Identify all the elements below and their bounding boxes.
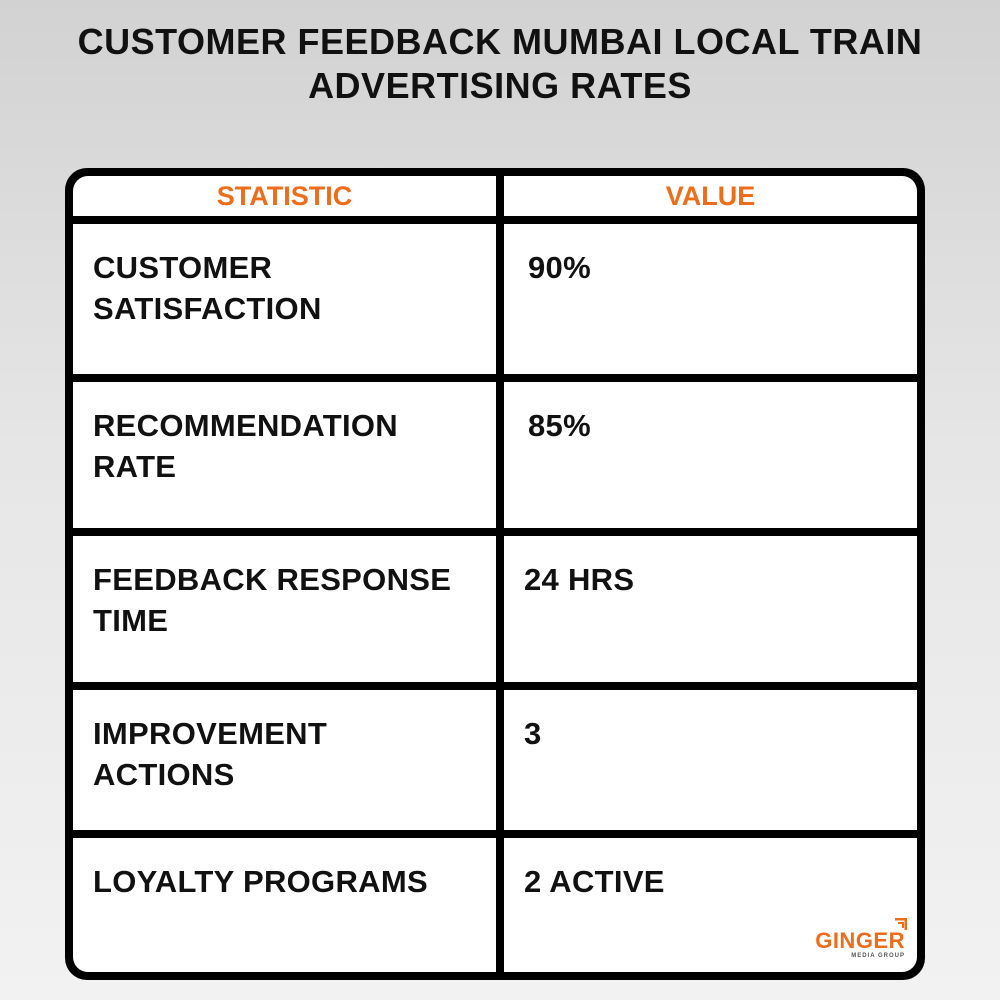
statistic-value: 3	[524, 716, 542, 751]
statistic-label: RATE	[93, 449, 177, 484]
statistic-label: TIME	[93, 603, 169, 638]
feedback-table: STATISTIC VALUE CUSTOMER SATISFACTION 90…	[65, 168, 925, 980]
column-header-statistic: STATISTIC	[73, 176, 496, 216]
logo-subtitle: MEDIA GROUP	[851, 953, 905, 959]
statistic-label: LOYALTY PROGRAMS	[93, 864, 428, 899]
statistic-label: CUSTOMER	[93, 250, 273, 285]
table-row-value: 3	[504, 690, 917, 830]
table-row-value: 85%	[504, 382, 917, 528]
table-row-statistic: IMPROVEMENT ACTIONS	[73, 690, 496, 830]
page-title: CUSTOMER FEEDBACK MUMBAI LOCAL TRAIN ADV…	[0, 20, 1000, 108]
statistic-label: SATISFACTION	[93, 291, 322, 326]
ginger-media-group-logo: GINGER MEDIA GROUP	[815, 918, 907, 960]
statistic-label: IMPROVEMENT	[93, 716, 328, 751]
table-row-statistic: RECOMMENDATION RATE	[73, 382, 496, 528]
table-row-statistic: FEEDBACK RESPONSE TIME	[73, 536, 496, 682]
logo-wordmark: GINGER	[815, 928, 905, 953]
column-header-value: VALUE	[504, 176, 917, 216]
statistic-value: 2 ACTIVE	[524, 864, 665, 899]
title-line-1: CUSTOMER FEEDBACK MUMBAI LOCAL TRAIN	[77, 21, 923, 62]
statistic-label: RECOMMENDATION	[93, 408, 398, 443]
table-row-value: 90%	[504, 224, 917, 374]
statistic-value: 24 HRS	[524, 562, 635, 597]
statistic-value: 85%	[528, 408, 591, 443]
statistic-label: FEEDBACK RESPONSE	[93, 562, 452, 597]
statistic-label: ACTIONS	[93, 757, 235, 792]
statistic-value: 90%	[528, 250, 591, 285]
table-row-statistic: LOYALTY PROGRAMS	[73, 838, 496, 972]
table-row-value: 2 ACTIVE GINGER MEDIA GROUP	[504, 838, 917, 972]
logo-mark-icon	[895, 918, 907, 930]
table-row-value: 24 HRS	[504, 536, 917, 682]
table-row-statistic: CUSTOMER SATISFACTION	[73, 224, 496, 374]
title-line-2: ADVERTISING RATES	[308, 65, 692, 106]
